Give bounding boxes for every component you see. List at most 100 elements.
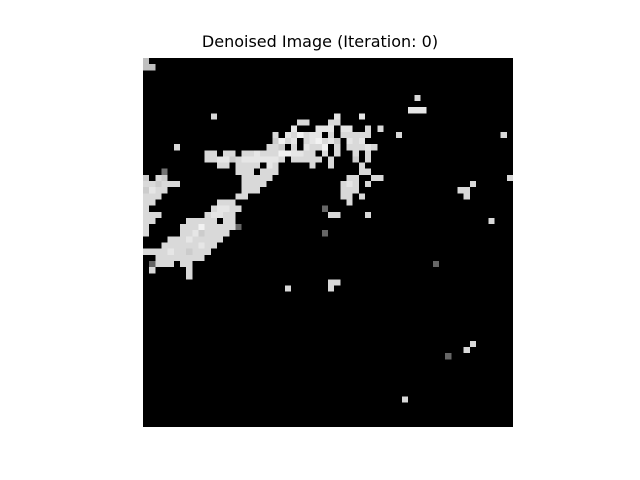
image-pixel — [149, 181, 156, 188]
image-pixel — [217, 230, 224, 237]
image-pixel — [149, 199, 156, 206]
image-pixel — [260, 174, 267, 181]
image-pixel — [217, 224, 224, 231]
image-pixel — [186, 248, 193, 255]
image-pixel — [328, 131, 335, 138]
image-pixel — [260, 150, 267, 157]
image-pixel — [469, 181, 476, 188]
image-pixel — [155, 181, 162, 188]
image-pixel — [180, 260, 187, 268]
image-pixel — [358, 113, 365, 120]
image-pixel — [254, 162, 261, 169]
image-pixel — [204, 248, 211, 255]
image-pixel — [377, 125, 384, 132]
image-pixel — [143, 181, 150, 188]
image-pixel — [395, 131, 402, 138]
image-pixel — [149, 267, 156, 274]
image-pixel — [173, 248, 180, 255]
image-pixel — [352, 150, 359, 157]
image-pixel — [192, 230, 199, 237]
image-pixel — [149, 248, 156, 255]
image-pixel — [315, 144, 322, 151]
image-pixel — [204, 236, 211, 243]
image-pixel — [321, 137, 328, 145]
image-pixel — [173, 181, 180, 188]
image-pixel — [143, 187, 150, 194]
image-pixel — [143, 64, 150, 71]
image-pixel — [315, 125, 322, 132]
image-pixel — [365, 144, 372, 151]
image-pixel — [309, 162, 316, 169]
image-pixel — [223, 156, 230, 163]
image-pixel — [247, 168, 254, 175]
image-pixel — [328, 211, 335, 218]
image-pixel — [192, 248, 199, 255]
image-pixel — [266, 168, 273, 175]
image-pixel — [291, 131, 298, 138]
image-pixel — [291, 137, 298, 145]
image-pixel — [155, 174, 162, 181]
image-pixel — [229, 211, 236, 218]
image-pixel — [186, 260, 193, 268]
image-pixel — [149, 187, 156, 194]
image-pixel — [315, 131, 322, 138]
image-pixel — [408, 107, 415, 114]
image-pixel — [254, 181, 261, 188]
image-pixel — [284, 150, 291, 157]
image-pixel — [161, 181, 168, 188]
image-pixel — [328, 156, 335, 163]
image-pixel — [235, 168, 242, 175]
image-pixel — [204, 224, 211, 231]
image-pixel — [291, 125, 298, 132]
image-pixel — [272, 168, 279, 175]
image-pixel — [340, 131, 347, 138]
image-pixel — [284, 285, 291, 292]
image-pixel — [180, 248, 187, 255]
image-pixel — [272, 156, 279, 163]
image-pixel — [149, 211, 156, 218]
image-pixel — [210, 242, 217, 249]
image-pixel — [180, 230, 187, 237]
image-pixel — [303, 119, 310, 126]
image-pixel — [143, 217, 150, 225]
image-pixel — [167, 242, 174, 249]
image-pixel — [192, 236, 199, 243]
image-pixel — [241, 187, 248, 194]
image-pixel — [186, 224, 193, 231]
image-pixel — [469, 340, 476, 348]
image-pixel — [309, 156, 316, 163]
image-pixel — [340, 193, 347, 200]
image-pixel — [445, 353, 452, 360]
image-pixel — [315, 156, 322, 163]
image-pixel — [149, 64, 156, 71]
image-pixel — [297, 156, 304, 163]
image-pixel — [377, 174, 384, 181]
image-pixel — [217, 236, 224, 243]
image-pixel — [204, 230, 211, 237]
image-pixel — [254, 187, 261, 194]
image-pixel — [266, 156, 273, 163]
image-pixel — [143, 58, 150, 65]
image-pixel — [334, 279, 341, 286]
image-pixel — [223, 199, 230, 206]
image-pixel — [204, 150, 211, 157]
image-pixel — [303, 156, 310, 163]
image-pixel — [328, 162, 335, 169]
image-pixel — [266, 144, 273, 151]
image-pixel — [186, 230, 193, 237]
image-pixel — [346, 131, 353, 138]
image-pixel — [155, 260, 162, 268]
image-pixel — [432, 260, 439, 268]
image-pixel — [247, 181, 254, 188]
image-pixel — [278, 137, 285, 145]
image-pixel — [210, 217, 217, 225]
image-pixel — [186, 236, 193, 243]
image-pixel — [186, 254, 193, 261]
image-pixel — [254, 150, 261, 157]
image-pixel — [506, 174, 513, 181]
image-pixel — [161, 168, 168, 175]
image-pixel — [198, 236, 205, 243]
image-pixel — [229, 156, 236, 163]
image-pixel — [155, 248, 162, 255]
image-pixel — [297, 119, 304, 126]
